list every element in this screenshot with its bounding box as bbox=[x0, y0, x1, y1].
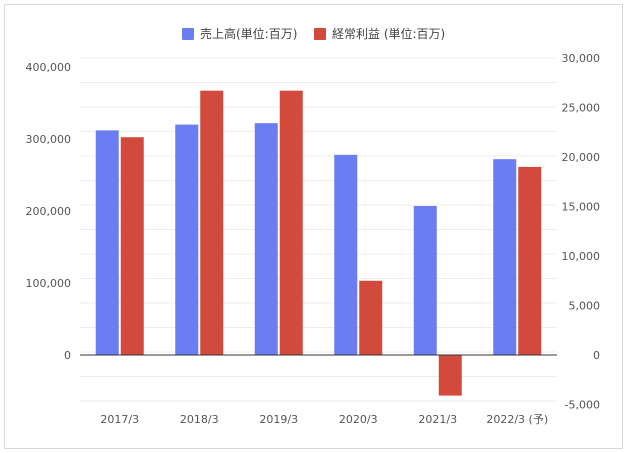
bar-sales-0 bbox=[95, 130, 119, 355]
bars-layer bbox=[95, 90, 542, 396]
legend-swatch-ordinary-profit bbox=[314, 28, 326, 40]
chart-svg: 0 100,000 200,000 300,000 400,000 -5,000 0 5,00… bbox=[26, 26, 601, 426]
axis-layer: 0 100,000 200,000 300,000 400,000 -5,000 0 5,00… bbox=[26, 52, 601, 426]
x-category-label: 2022/3 (予) bbox=[486, 413, 548, 426]
bar-sales-3 bbox=[334, 154, 358, 355]
legend-swatch-sales bbox=[182, 28, 194, 40]
x-category-label: 2021/3 bbox=[418, 413, 457, 426]
bar-ordinary-profit-1 bbox=[200, 90, 224, 356]
bar-sales-5 bbox=[493, 159, 517, 355]
bar-ordinary-profit-2 bbox=[279, 90, 303, 356]
bar-ordinary-profit-4 bbox=[438, 355, 462, 396]
bar-ordinary-profit-0 bbox=[120, 137, 144, 355]
y-right-tick-label: 0 bbox=[593, 349, 600, 362]
x-category-label: 2020/3 bbox=[339, 413, 378, 426]
bar-ordinary-profit-3 bbox=[359, 280, 383, 355]
x-category-label: 2019/3 bbox=[259, 413, 298, 426]
chart-frame: 0 100,000 200,000 300,000 400,000 -5,000 0 5,00… bbox=[4, 4, 623, 449]
bar-sales-1 bbox=[175, 124, 199, 355]
y-left-tick-label: 100,000 bbox=[26, 277, 72, 290]
bar-sales-4 bbox=[413, 205, 437, 355]
x-category-label: 2018/3 bbox=[180, 413, 219, 426]
y-left-tick-label: 200,000 bbox=[26, 205, 72, 218]
y-left-tick-label: 0 bbox=[64, 349, 71, 362]
x-category-label: 2017/3 bbox=[100, 413, 139, 426]
legend-label-ordinary-profit: 経常利益 (単位:百万) bbox=[332, 26, 445, 41]
bar-sales-2 bbox=[254, 123, 278, 355]
y-right-tick-label: 10,000 bbox=[562, 250, 601, 263]
y-right-tick-label: 20,000 bbox=[562, 151, 601, 164]
bar-ordinary-profit-5 bbox=[518, 166, 542, 355]
y-right-tick-label: 30,000 bbox=[562, 52, 601, 65]
y-right-tick-label: 5,000 bbox=[569, 300, 601, 313]
legend: 売上高(単位:百万) 経常利益 (単位:百万) bbox=[182, 26, 445, 41]
grid-layer bbox=[80, 57, 557, 402]
y-right-tick-label: -5,000 bbox=[565, 399, 600, 412]
y-left-tick-label: 300,000 bbox=[26, 133, 72, 146]
y-right-tick-label: 15,000 bbox=[562, 201, 601, 214]
legend-label-sales: 売上高(単位:百万) bbox=[200, 26, 297, 41]
y-left-tick-label: 400,000 bbox=[26, 61, 72, 74]
y-right-tick-label: 25,000 bbox=[562, 102, 601, 115]
